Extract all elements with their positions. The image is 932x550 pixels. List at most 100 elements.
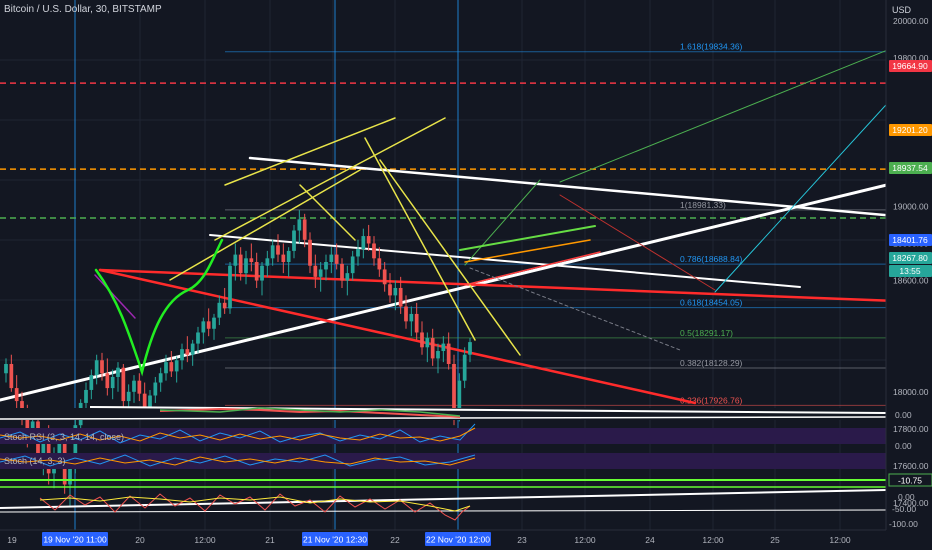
wavetrend-tick-1: -100.00 [889, 519, 918, 529]
green-channel-line [459, 225, 596, 251]
fib-label-6: 0.236(17926.76) [680, 395, 743, 405]
candle-81 [436, 343, 440, 374]
candle-74 [398, 276, 403, 314]
yellow-channel-f [299, 184, 356, 241]
candle-34 [185, 336, 190, 363]
candle-50 [270, 239, 275, 266]
svg-text:21 Nov '20 12:30: 21 Nov '20 12:30 [303, 535, 367, 545]
candle-51 [276, 234, 280, 263]
green-projection-b [559, 46, 896, 183]
cyan-projection [714, 94, 896, 293]
main-support-trendline [0, 181, 897, 402]
time-axis[interactable]: 192012:002112:00222312:002412:002512:00 … [0, 529, 932, 550]
candle-29 [158, 367, 163, 392]
candle-30 [164, 354, 168, 381]
fib-label-0: 1.618(19834.36) [680, 42, 743, 52]
trendline-drawings [0, 46, 897, 405]
fib-label-1: 1(18981.33) [680, 200, 726, 210]
candle-65 [350, 250, 355, 281]
candle-73 [393, 280, 398, 311]
wavetrend-tick-2: -50.00 [892, 504, 916, 514]
svg-text:22 Nov '20 12:00: 22 Nov '20 12:00 [426, 535, 490, 545]
fib-label-4: 0.5(18291.17) [680, 328, 733, 338]
candles [4, 210, 472, 507]
price-badges: 19664.90 19201.20 18937.54 18401.76 18267.80… [889, 60, 932, 277]
candle-45 [244, 250, 248, 285]
candle-38 [206, 308, 211, 337]
price-axis[interactable]: 20000.0019800.0019400.0019000.0018800.00… [885, 0, 932, 530]
candle-78 [420, 321, 424, 355]
candle-1 [9, 354, 14, 392]
candle-66 [356, 239, 360, 266]
price-badge-2: 18937.54 [889, 162, 932, 174]
candle-24 [132, 375, 136, 403]
candle-22 [121, 363, 126, 411]
candle-35 [190, 339, 195, 366]
time-highlight-1: 21 Nov '20 12:30 [302, 532, 368, 546]
candle-37 [201, 317, 206, 344]
candle-42 [228, 262, 232, 314]
candle-40 [217, 295, 222, 326]
red-trendline-lower [98, 268, 697, 405]
time-tick-7: 12:00 [574, 535, 596, 545]
time-tick-5: 22 [390, 535, 400, 545]
time-tick-8: 24 [645, 535, 655, 545]
candle-54 [292, 224, 296, 259]
green-curve [94, 238, 224, 377]
candle-31 [169, 351, 174, 377]
fib-label-5: 0.382(18128.29) [680, 358, 743, 368]
wavetrend-badge [888, 473, 932, 487]
candle-82 [441, 336, 446, 363]
time-axis-highlights: 19 Nov '20 11:00 21 Nov '20 12:30 22 Nov '… [42, 532, 491, 546]
candle-19 [105, 358, 110, 396]
candle-49 [265, 250, 270, 277]
yellow-channel-c [169, 169, 361, 281]
candle-33 [180, 343, 184, 370]
price-tick-9: 17400.00 [893, 498, 929, 508]
candle-83 [446, 332, 451, 370]
stoch-rsi-axis-value: 0.00 [895, 410, 912, 420]
svg-text:18937.54: 18937.54 [892, 163, 928, 173]
red-channel-line [464, 251, 601, 286]
candle-47 [254, 252, 259, 288]
yellow-channel-b [214, 117, 446, 241]
svg-text:19201.20: 19201.20 [892, 125, 928, 135]
candle-68 [366, 224, 371, 251]
time-tick-9: 12:00 [702, 535, 724, 545]
green-projection-a [464, 179, 541, 266]
candle-32 [174, 356, 179, 383]
candle-17 [94, 354, 99, 385]
yellow-channel-d [364, 137, 476, 341]
yellow-channel-a [224, 117, 396, 186]
stoch-label: Stoch (14, 3, 3) [4, 456, 66, 466]
candle-0 [4, 358, 8, 383]
candle-64 [345, 265, 350, 296]
candle-55 [297, 210, 302, 244]
candle-41 [222, 287, 227, 314]
orange-channel-line [464, 239, 591, 263]
price-badge-0: 19664.90 [889, 60, 932, 72]
time-tick-2: 12:00 [194, 535, 216, 545]
candle-59 [318, 262, 323, 292]
yellow-channel-e [379, 159, 521, 356]
candle-60 [324, 254, 328, 281]
horizontal-levels [0, 82, 886, 219]
time-highlight-2: 22 Nov '20 12:00 [425, 532, 491, 546]
price-badge-5: 13:55 [889, 265, 932, 277]
fib-label-2: 0.786(18688.84) [680, 254, 743, 264]
wavetrend-tick-0: 0.00 [898, 492, 915, 502]
price-badge-3: 18401.76 [889, 234, 932, 246]
price-tick-0: 20000.00 [893, 16, 929, 26]
svg-text:13:55: 13:55 [899, 266, 921, 276]
dashed-projection [469, 267, 681, 351]
price-tick-1: 19800.00 [893, 53, 929, 63]
price-tick-6: 18000.00 [893, 387, 929, 397]
price-tick-8: 17600.00 [893, 461, 929, 471]
candle-18 [100, 352, 104, 381]
candle-53 [286, 247, 291, 277]
stoch-rsi-label: Stoch RSI (3, 3, 14, 14, close) [4, 432, 125, 442]
svg-text:18267.80: 18267.80 [892, 253, 928, 263]
candle-70 [377, 247, 382, 277]
price-badge-1: 19201.20 [889, 124, 932, 136]
